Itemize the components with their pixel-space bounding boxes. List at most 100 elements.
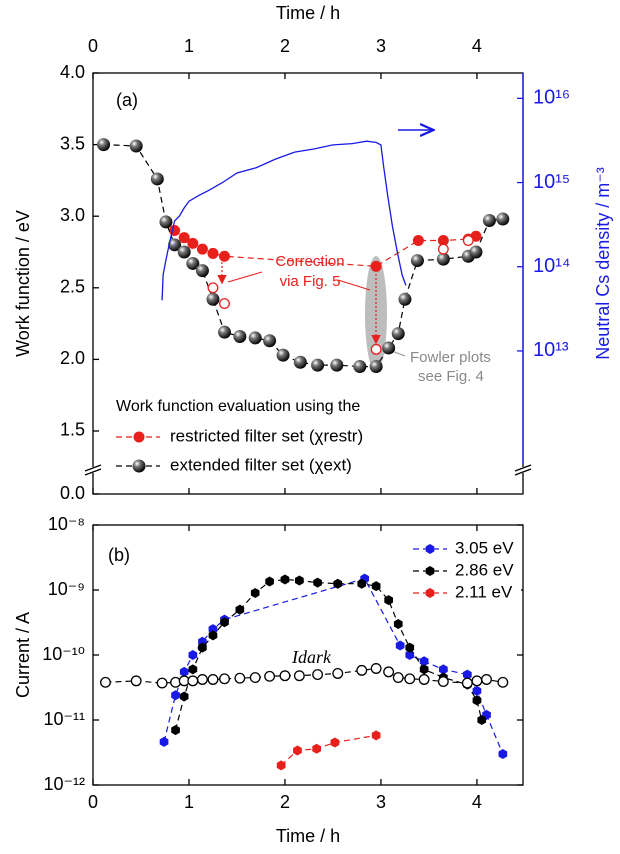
data-point xyxy=(187,675,199,687)
data-point xyxy=(186,256,200,270)
data-point xyxy=(100,676,111,688)
y-tick-label: 0.0 xyxy=(60,483,85,503)
data-point xyxy=(353,360,367,374)
data-point xyxy=(437,243,449,255)
y-tick-label: 10⁻⁸ xyxy=(48,514,85,534)
data-point xyxy=(219,298,230,309)
data-point xyxy=(276,760,286,771)
data-point xyxy=(482,213,496,227)
data-point xyxy=(332,668,344,679)
data-point xyxy=(330,737,340,748)
series-line xyxy=(161,140,407,301)
annotation: Fowler plots xyxy=(410,349,491,366)
data-point xyxy=(497,676,509,688)
y-tick-label: 3.5 xyxy=(60,133,85,153)
data-point xyxy=(370,343,382,355)
x-axis-title: Time / h xyxy=(276,3,340,23)
legend-marker xyxy=(133,431,145,443)
x-tick-label: 3 xyxy=(376,792,386,812)
data-point xyxy=(169,225,181,237)
axis-break xyxy=(84,468,102,476)
data-point xyxy=(179,691,189,702)
legend-label: 2.86 eV xyxy=(455,560,514,579)
data-point xyxy=(97,138,111,152)
pointer-line xyxy=(227,271,263,283)
data-point xyxy=(293,670,305,682)
pointer-line xyxy=(337,279,371,291)
data-point xyxy=(498,749,508,759)
data-point xyxy=(196,674,208,685)
data-point xyxy=(405,642,415,653)
data-point xyxy=(250,588,260,598)
data-point xyxy=(171,725,180,736)
legend-label: 2.11 eV xyxy=(455,582,513,601)
data-point xyxy=(129,139,143,153)
data-point xyxy=(207,674,219,685)
data-point xyxy=(312,743,321,754)
data-point xyxy=(370,260,382,272)
data-point xyxy=(463,669,472,680)
panel-label: (b) xyxy=(108,545,130,565)
data-point xyxy=(218,250,230,262)
legend-marker xyxy=(425,544,435,554)
y-tick-label: 10⁻¹² xyxy=(43,774,85,794)
legend-marker xyxy=(425,566,435,576)
y2-tick-label: 10¹⁴ xyxy=(533,255,571,277)
y-axis-title: Current / A xyxy=(13,612,33,698)
y-tick-label: 10⁻⁹ xyxy=(48,579,85,599)
data-point xyxy=(404,673,416,685)
annotation: via Fig. 5 xyxy=(280,273,341,290)
data-point xyxy=(177,245,191,259)
data-point xyxy=(187,237,199,249)
x-tick-label: 4 xyxy=(472,36,482,56)
data-point xyxy=(437,235,449,247)
data-point xyxy=(412,235,424,247)
data-point xyxy=(398,292,412,306)
data-point xyxy=(179,666,189,677)
x-tick-label: 2 xyxy=(280,36,290,56)
data-point xyxy=(395,640,405,651)
data-point xyxy=(188,664,198,675)
data-point xyxy=(469,245,483,259)
x-tick-label: 0 xyxy=(88,792,98,812)
data-point xyxy=(235,604,245,615)
data-point xyxy=(279,670,291,682)
legend-marker xyxy=(132,459,146,473)
data-point xyxy=(357,578,367,589)
y-tick-label: 2.5 xyxy=(60,277,85,297)
data-point xyxy=(418,674,430,685)
data-point xyxy=(462,235,474,246)
x-axis-title: Time / h xyxy=(276,826,340,846)
data-point xyxy=(233,329,247,343)
data-point xyxy=(313,577,322,588)
data-point xyxy=(188,650,198,660)
data-point xyxy=(419,664,429,675)
data-point xyxy=(248,331,262,345)
x-tick-label: 4 xyxy=(472,792,482,812)
data-point xyxy=(477,715,487,725)
data-point xyxy=(217,325,231,339)
data-point xyxy=(249,672,261,683)
data-point xyxy=(295,575,304,586)
y2-tick-label: 10¹³ xyxy=(533,339,569,361)
data-point xyxy=(382,341,396,355)
y-tick-label: 4.0 xyxy=(60,62,85,82)
data-point xyxy=(170,676,181,688)
data-point xyxy=(356,664,368,676)
data-point xyxy=(159,215,173,229)
legend-label: restricted filter set (χrestr) xyxy=(170,426,363,445)
x-tick-label: 2 xyxy=(280,792,290,812)
x-tick-label: 1 xyxy=(184,36,194,56)
y-tick-label: 1.5 xyxy=(60,420,85,440)
y-tick-label: 10⁻¹¹ xyxy=(43,709,85,729)
data-point xyxy=(383,666,395,678)
data-point xyxy=(219,673,230,685)
legend-label: extended filter set (χext) xyxy=(170,455,352,474)
annotation: see Fig. 4 xyxy=(418,368,484,385)
series-line xyxy=(174,578,483,731)
annotation: Idark xyxy=(291,647,332,667)
data-point xyxy=(439,664,448,675)
y2-tick-label: 10¹⁶ xyxy=(533,87,570,109)
axis-break xyxy=(84,464,102,472)
data-point xyxy=(159,736,169,747)
